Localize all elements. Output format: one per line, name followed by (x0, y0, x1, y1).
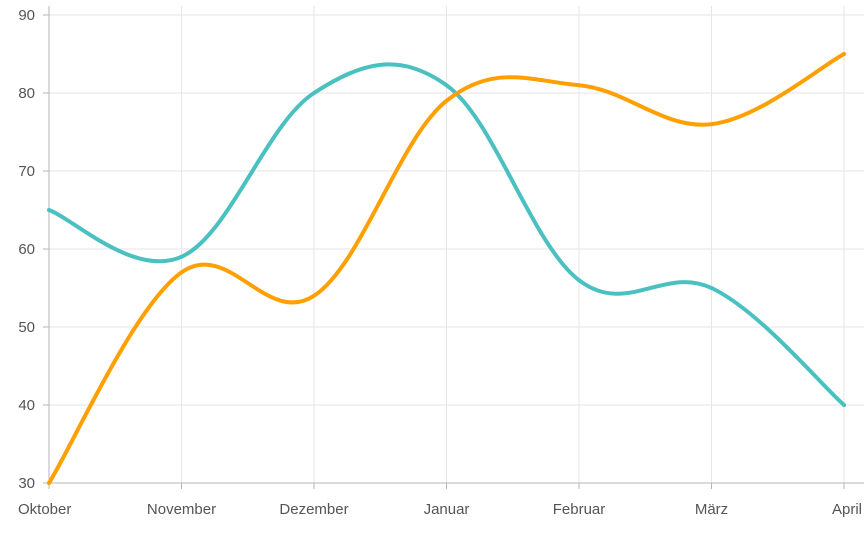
data-point (47, 481, 51, 485)
data-point (577, 278, 581, 283)
data-point (179, 270, 184, 275)
y-tick-label: 50 (18, 319, 35, 336)
data-point (179, 254, 184, 259)
x-tick-label: Januar (424, 501, 470, 518)
data-point (312, 293, 316, 298)
x-tick-label: Dezember (279, 501, 348, 518)
y-tick-label: 30 (18, 475, 35, 492)
x-tick-label: Oktober (18, 501, 71, 518)
data-point (842, 403, 846, 407)
data-point (842, 52, 846, 56)
data-point (709, 286, 714, 290)
series-lines (47, 52, 846, 485)
x-tick-label: April (832, 501, 862, 518)
data-point (577, 83, 581, 88)
y-tick-label: 60 (18, 241, 35, 258)
grid-lines (48, 6, 864, 484)
data-point (444, 98, 449, 103)
data-point (709, 122, 714, 127)
series-line-2 (47, 52, 846, 485)
y-tick-labels: 30 40 50 60 70 80 90 (18, 7, 35, 492)
x-tick-label: März (695, 501, 728, 518)
data-point (312, 91, 316, 95)
x-tick-label: November (147, 501, 216, 518)
y-tick-label: 80 (18, 85, 35, 102)
axes (43, 6, 864, 489)
y-tick-label: 70 (18, 163, 35, 180)
x-tick-labels: Oktober November Dezember Januar Februar März… (18, 501, 862, 518)
data-point (47, 208, 51, 212)
data-point (444, 83, 449, 88)
y-tick-label: 90 (18, 7, 35, 24)
y-tick-label: 40 (18, 397, 35, 414)
x-tick-label: Februar (553, 501, 606, 518)
